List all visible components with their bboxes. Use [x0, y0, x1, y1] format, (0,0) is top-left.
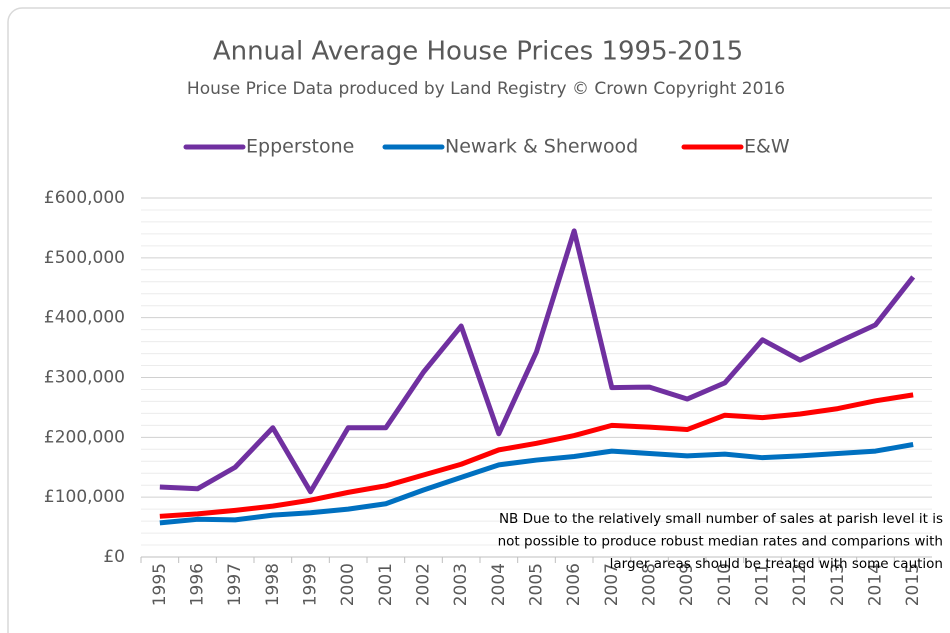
y-tick-label: £500,000 [44, 248, 125, 268]
x-tick-label: 2004 [489, 563, 509, 606]
x-tick-label: 2005 [527, 563, 547, 606]
x-tick-label: 1999 [301, 563, 321, 606]
annotation: larger areas should be treated with some… [610, 556, 943, 572]
y-tick-label: £300,000 [44, 368, 125, 388]
y-tick-label: £100,000 [44, 487, 125, 507]
series-line [159, 228, 916, 495]
legend-label: Newark & Sherwood [445, 136, 638, 158]
x-tick-label: 2002 [414, 563, 434, 606]
legend-label: E&W [744, 136, 790, 158]
legend-label: Epperstone [246, 136, 354, 158]
x-tick-label: 2008 [640, 563, 660, 606]
chart-border [7, 7, 950, 633]
x-tick-label: 2014 [866, 563, 886, 606]
series-line [159, 442, 914, 526]
x-tick-label: 2010 [715, 563, 735, 606]
x-tick-label: 2012 [790, 563, 810, 606]
x-tick-label: 2011 [753, 563, 773, 606]
annotation: NB Due to the relatively small number of… [499, 511, 943, 527]
x-tick-label: 2013 [828, 563, 848, 606]
chart-title: Annual Average House Prices 1995-2015 [213, 37, 743, 67]
annotation: not possible to produce robust median ra… [498, 534, 943, 550]
y-tick-label: £400,000 [44, 308, 125, 328]
x-tick-label: 1995 [150, 563, 170, 606]
x-tick-label: 1996 [188, 563, 208, 606]
x-tick-label: 2006 [564, 563, 584, 606]
x-tick-label: 2015 [903, 563, 923, 606]
y-tick-label: £0 [103, 547, 125, 567]
x-tick-label: 2007 [602, 563, 622, 606]
chart-subtitle: House Price Data produced by Land Regist… [187, 79, 785, 99]
x-tick-label: 2003 [451, 563, 471, 606]
x-tick-label: 1998 [263, 563, 283, 606]
y-tick-label: £200,000 [44, 427, 125, 447]
x-tick-label: 2000 [338, 563, 358, 606]
x-tick-label: 2009 [677, 563, 697, 606]
y-tick-label: £600,000 [44, 188, 125, 208]
x-tick-label: 2001 [376, 563, 396, 606]
x-tick-label: 1997 [225, 563, 245, 606]
series-line [159, 392, 914, 519]
